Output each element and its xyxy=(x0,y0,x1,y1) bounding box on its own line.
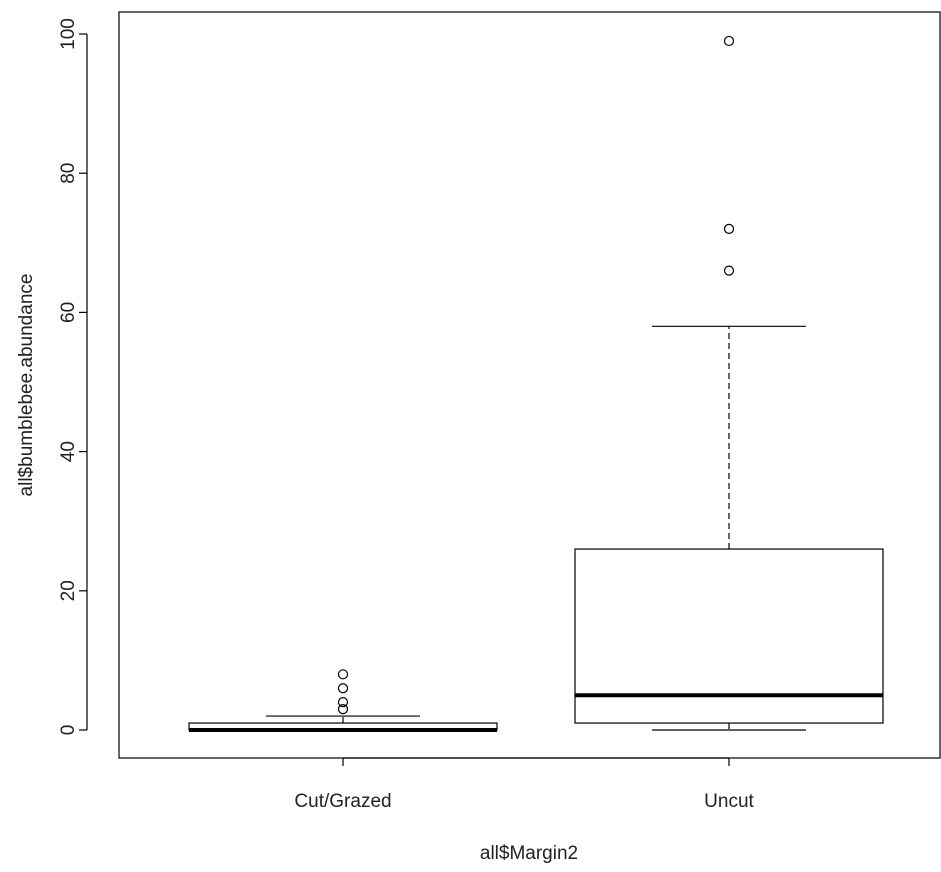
y-tick-label: 80 xyxy=(58,163,79,184)
outlier-point xyxy=(337,669,349,680)
y-tick-label: 0 xyxy=(58,725,79,736)
y-tick-label: 40 xyxy=(58,441,79,462)
x-axis: Cut/Grazed Uncut xyxy=(294,757,755,812)
y-tick-label: 20 xyxy=(58,580,79,601)
outlier-point xyxy=(723,223,735,234)
x-axis-label: all$Margin2 xyxy=(480,843,578,864)
outlier-point xyxy=(723,265,735,276)
outlier-point xyxy=(337,697,349,708)
y-tick-label: 100 xyxy=(58,18,79,50)
box-uncut xyxy=(574,35,884,731)
x-tick-label: Uncut xyxy=(704,791,754,812)
y-axis-label: all$bumblebee.abundance xyxy=(16,274,37,497)
boxes xyxy=(188,35,884,732)
outlier-point xyxy=(337,704,349,715)
y-axis: 0 20 40 60 80 100 xyxy=(58,18,88,736)
outlier-point xyxy=(337,683,349,694)
box-cut-grazed xyxy=(188,669,498,732)
x-tick-label: Cut/Grazed xyxy=(294,791,391,812)
y-tick-label: 60 xyxy=(58,302,79,323)
outlier-point xyxy=(723,35,735,47)
